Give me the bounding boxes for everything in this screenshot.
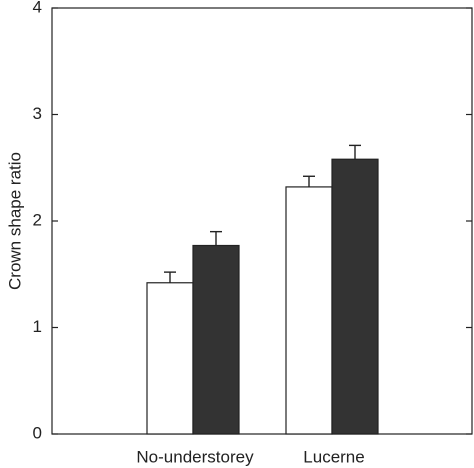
y-axis-label: Crown shape ratio (5, 152, 24, 290)
bar (146, 282, 194, 435)
y-tick-label: 3 (33, 104, 42, 123)
bar (331, 158, 379, 435)
y-tick-label: 4 (33, 0, 42, 16)
x-tick-label: No-understorey (136, 447, 254, 466)
x-tick-label: Lucerne (303, 447, 364, 466)
y-tick-label: 2 (33, 210, 42, 229)
plot-frame (51, 7, 473, 435)
bar (285, 186, 333, 435)
bar (192, 244, 240, 435)
y-tick-label: 1 (33, 317, 42, 336)
y-tick-label: 0 (33, 423, 42, 442)
